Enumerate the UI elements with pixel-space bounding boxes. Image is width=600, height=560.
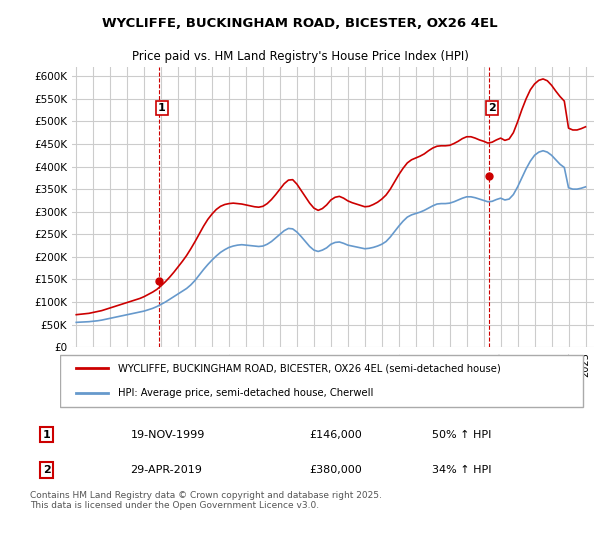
Text: HPI: Average price, semi-detached house, Cherwell: HPI: Average price, semi-detached house,… — [118, 388, 373, 398]
Text: £146,000: £146,000 — [309, 430, 362, 440]
Text: 29-APR-2019: 29-APR-2019 — [130, 465, 202, 475]
FancyBboxPatch shape — [60, 355, 583, 407]
Text: Price paid vs. HM Land Registry's House Price Index (HPI): Price paid vs. HM Land Registry's House … — [131, 50, 469, 63]
Text: 1: 1 — [43, 430, 50, 440]
Text: WYCLIFFE, BUCKINGHAM ROAD, BICESTER, OX26 4EL: WYCLIFFE, BUCKINGHAM ROAD, BICESTER, OX2… — [102, 17, 498, 30]
Text: 19-NOV-1999: 19-NOV-1999 — [130, 430, 205, 440]
Text: 1: 1 — [158, 103, 166, 113]
Text: 50% ↑ HPI: 50% ↑ HPI — [432, 430, 491, 440]
Text: WYCLIFFE, BUCKINGHAM ROAD, BICESTER, OX26 4EL (semi-detached house): WYCLIFFE, BUCKINGHAM ROAD, BICESTER, OX2… — [118, 363, 501, 374]
Text: 34% ↑ HPI: 34% ↑ HPI — [432, 465, 491, 475]
Text: 2: 2 — [43, 465, 50, 475]
Text: 2: 2 — [488, 103, 496, 113]
Text: £380,000: £380,000 — [309, 465, 362, 475]
Text: Contains HM Land Registry data © Crown copyright and database right 2025.
This d: Contains HM Land Registry data © Crown c… — [30, 491, 382, 510]
